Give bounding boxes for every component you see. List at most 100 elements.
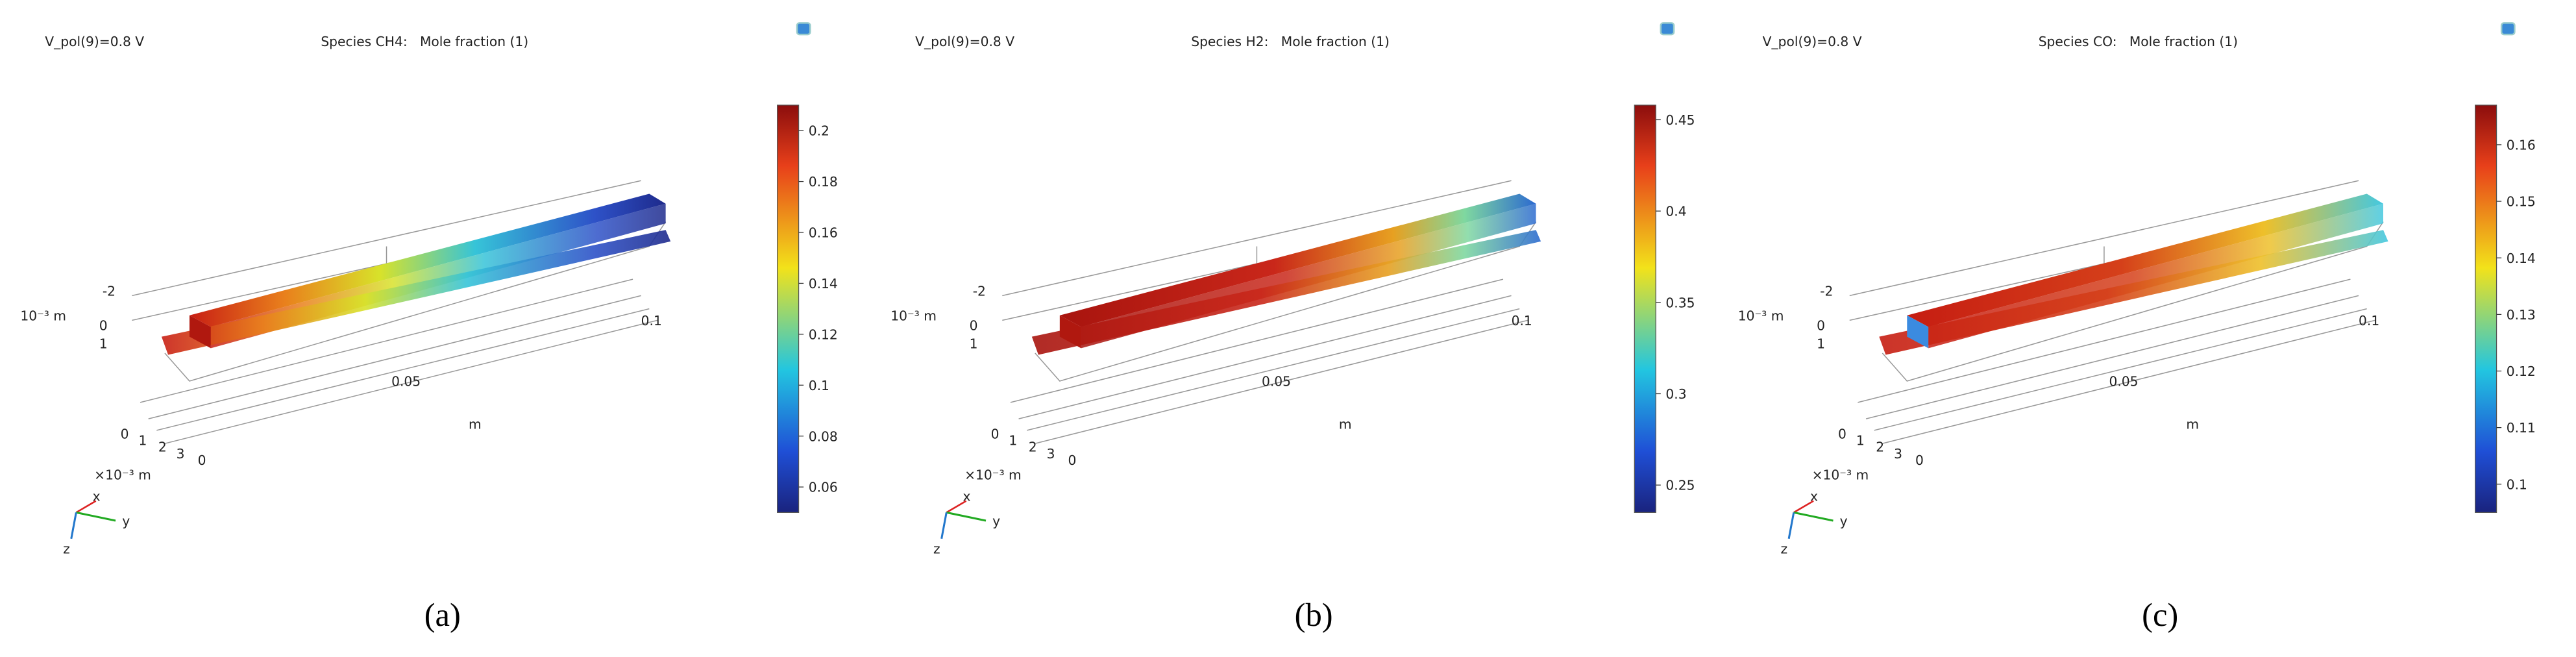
y-tick-label: 3 — [1047, 446, 1055, 462]
beam-top — [1059, 193, 1536, 327]
colorbar — [2475, 105, 2497, 513]
plot-title: Species CH4: Mole fraction (1) — [321, 34, 528, 49]
triad-y — [76, 511, 116, 522]
panel-caption: (c) — [2142, 597, 2178, 633]
colorbar-tick-label: 0.16 — [2507, 138, 2536, 153]
y-tick-label: 0 — [121, 427, 129, 442]
x-tick-label: 0.1 — [2359, 313, 2379, 328]
z-unit: 10⁻³ m — [890, 308, 937, 323]
voltage-label: V_pol(9)=0.8 V — [1763, 34, 1862, 49]
colorbar-tick-label: 0.12 — [2507, 364, 2536, 379]
triad-label: x — [1810, 489, 1818, 504]
triad-label: z — [933, 541, 940, 557]
z-tick-label: 1 — [970, 336, 978, 351]
grid-line — [156, 308, 650, 431]
plot-title: Species H2: Mole fraction (1) — [1191, 34, 1390, 49]
plot-title: Species CO: Mole fraction (1) — [2039, 34, 2238, 49]
colorbar-tick-label: 0.06 — [809, 480, 838, 495]
triad-label: y — [1840, 514, 1848, 529]
grid-line — [1035, 319, 1528, 444]
triad-z — [70, 512, 77, 539]
y-tick-label: 0 — [198, 452, 206, 468]
panel: V_pol(9)=0.8 V Species CO: Mole fraction … — [1738, 22, 2536, 633]
grid-line — [132, 180, 641, 297]
grid-line — [1858, 279, 2351, 403]
y-tick-label: 2 — [1029, 440, 1037, 455]
panel: V_pol(9)=0.8 V Species CH4: Mole fraction… — [20, 22, 838, 633]
y-tick-label: 0 — [991, 427, 1000, 442]
grid-line — [164, 319, 658, 444]
x-tick-label: 0.05 — [2109, 374, 2139, 390]
grid-line — [1874, 308, 2367, 431]
box-outline — [1035, 221, 1537, 382]
triad-label: x — [93, 489, 101, 504]
x-tick-label: 0.05 — [391, 374, 421, 390]
beam-flange — [161, 230, 671, 355]
grid-line — [1018, 295, 1512, 419]
voltage-label: V_pol(9)=0.8 V — [915, 34, 1014, 49]
colorbar-tick-label: 0.1 — [2507, 477, 2527, 492]
triad-z — [1787, 512, 1795, 539]
colorbar-tick-label: 0.16 — [809, 225, 838, 241]
colorbar-tick-label: 0.45 — [1665, 112, 1695, 128]
colorbar-tick-label: 0.14 — [2507, 251, 2536, 266]
z-tick-label: -2 — [1820, 283, 1833, 299]
grid-line — [148, 295, 641, 419]
x-unit: m — [469, 416, 482, 432]
grid-line — [1865, 295, 2359, 419]
x-tick-label: 0.05 — [1262, 374, 1291, 390]
triad-label: z — [63, 541, 70, 557]
colorbar — [777, 105, 800, 513]
beam-end — [1059, 315, 1081, 349]
grid-line — [1849, 180, 2359, 297]
panel-caption: (b) — [1295, 597, 1333, 633]
triad-z — [940, 512, 948, 539]
triad-y — [1793, 511, 1834, 522]
triad-x — [946, 500, 967, 514]
box-outline — [1882, 221, 2384, 382]
x-tick-label: 0.1 — [641, 313, 662, 328]
colorbar-tick-label: 0.11 — [2507, 420, 2536, 436]
colorbar-tick-label: 0.12 — [809, 327, 838, 342]
y-tick-label: 0 — [1915, 452, 1924, 468]
view-icon — [2500, 22, 2516, 36]
colorbar-tick-label: 0.1 — [809, 378, 829, 393]
y-tick-label: 2 — [158, 440, 167, 455]
box-outline — [164, 221, 667, 382]
x-tick-label: 0.1 — [1512, 313, 1532, 328]
grid-line — [1882, 319, 2375, 444]
z-tick-label: 0 — [99, 318, 108, 334]
y-unit: ×10⁻³ m — [94, 467, 151, 483]
beam-top — [1907, 193, 2384, 327]
colorbar-tick-label: 0.08 — [809, 428, 838, 444]
beam-top — [189, 193, 666, 327]
colorbar-tick-label: 0.35 — [1665, 295, 1695, 310]
colorbar-tick-label: 0.13 — [2507, 307, 2536, 323]
colorbar-tick-label: 0.4 — [1665, 204, 1686, 219]
y-tick-label: 3 — [1894, 446, 1902, 462]
triad-label: y — [122, 514, 130, 529]
y-tick-label: 2 — [1876, 440, 1884, 455]
voltage-label: V_pol(9)=0.8 V — [45, 34, 144, 49]
x-unit: m — [2186, 416, 2199, 432]
triad-y — [946, 511, 987, 522]
triad-x — [75, 500, 97, 514]
colorbar — [1634, 105, 1656, 513]
panel-caption: (a) — [424, 597, 461, 633]
triad-label: x — [963, 489, 971, 504]
y-tick-label: 1 — [139, 433, 147, 449]
y-unit: ×10⁻³ m — [1812, 467, 1869, 483]
z-tick-label: 0 — [1817, 318, 1825, 334]
y-tick-label: 0 — [1838, 427, 1846, 442]
x-unit: m — [1339, 416, 1352, 432]
triad-x — [1793, 500, 1814, 514]
beam-end — [1907, 315, 1929, 349]
grid-line — [1027, 308, 1520, 431]
colorbar-tick-label: 0.14 — [809, 276, 838, 291]
colorbar-tick-label: 0.2 — [809, 123, 829, 139]
grid-line — [1002, 180, 1512, 297]
z-tick-label: 1 — [99, 336, 108, 351]
y-tick-label: 0 — [1068, 452, 1076, 468]
z-unit: 10⁻³ m — [20, 308, 66, 323]
grid-line — [1010, 279, 1504, 403]
